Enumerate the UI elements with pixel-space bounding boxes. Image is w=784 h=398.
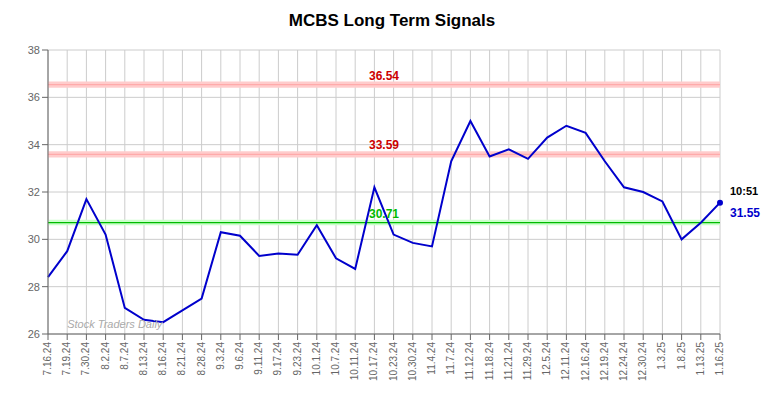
svg-text:12.19.24: 12.19.24 (599, 342, 610, 381)
svg-text:10.23.24: 10.23.24 (388, 342, 399, 381)
svg-text:28: 28 (28, 281, 40, 293)
svg-text:11.7.24: 11.7.24 (445, 342, 456, 375)
svg-text:30: 30 (28, 233, 40, 245)
svg-text:9.17.24: 9.17.24 (273, 342, 284, 376)
svg-text:10.30.24: 10.30.24 (407, 342, 418, 381)
svg-text:7.30.24: 7.30.24 (81, 342, 92, 376)
svg-text:9.6.24: 9.6.24 (234, 342, 245, 370)
svg-text:34: 34 (28, 139, 40, 151)
svg-text:9.3.24: 9.3.24 (215, 342, 226, 370)
svg-text:11.29.24: 11.29.24 (522, 342, 533, 381)
svg-text:12.24.24: 12.24.24 (618, 342, 629, 381)
svg-text:7.19.24: 7.19.24 (61, 342, 72, 376)
svg-text:31.55: 31.55 (730, 206, 760, 220)
svg-text:36.54: 36.54 (369, 69, 399, 83)
svg-text:11.12.24: 11.12.24 (465, 342, 476, 381)
svg-text:10.17.24: 10.17.24 (369, 342, 380, 381)
svg-text:8.13.24: 8.13.24 (138, 342, 149, 376)
svg-text:11.18.24: 11.18.24 (484, 342, 495, 381)
svg-text:10.11.24: 10.11.24 (349, 342, 360, 381)
svg-text:1.3.25: 1.3.25 (657, 342, 668, 370)
svg-text:8.2.24: 8.2.24 (100, 342, 111, 370)
svg-text:8.16.24: 8.16.24 (157, 342, 168, 376)
svg-text:30.71: 30.71 (369, 207, 399, 221)
svg-text:38: 38 (28, 44, 40, 56)
svg-text:8.7.24: 8.7.24 (119, 342, 130, 370)
svg-text:12.30.24: 12.30.24 (637, 342, 648, 381)
svg-text:33.59: 33.59 (369, 138, 399, 152)
svg-text:Stock Traders Daily: Stock Traders Daily (67, 318, 164, 330)
html-text:MCBS Long Term Signals: MCBS Long Term Signals (288, 11, 496, 30)
svg-text:12.11.24: 12.11.24 (561, 342, 572, 381)
svg-text:9.11.24: 9.11.24 (253, 342, 264, 375)
svg-text:10:51: 10:51 (730, 185, 758, 197)
svg-text:26: 26 (28, 328, 40, 340)
svg-text:11.21.24: 11.21.24 (503, 342, 514, 381)
svg-text:1.13.25: 1.13.25 (695, 342, 706, 376)
svg-text:1.16.25: 1.16.25 (714, 342, 725, 376)
svg-text:7.16.24: 7.16.24 (42, 342, 53, 376)
svg-text:12.16.24: 12.16.24 (580, 342, 591, 381)
svg-text:11.4.24: 11.4.24 (426, 342, 437, 375)
svg-text:32: 32 (28, 186, 40, 198)
svg-text:8.28.24: 8.28.24 (196, 342, 207, 376)
svg-text:8.21.24: 8.21.24 (177, 342, 188, 376)
svg-text:36: 36 (28, 91, 40, 103)
svg-text:10.7.24: 10.7.24 (330, 342, 341, 376)
svg-text:9.23.24: 9.23.24 (292, 342, 303, 376)
svg-text:12.5.24: 12.5.24 (541, 342, 552, 376)
svg-text:10.1.24: 10.1.24 (311, 342, 322, 376)
svg-text:1.8.25: 1.8.25 (676, 342, 687, 370)
